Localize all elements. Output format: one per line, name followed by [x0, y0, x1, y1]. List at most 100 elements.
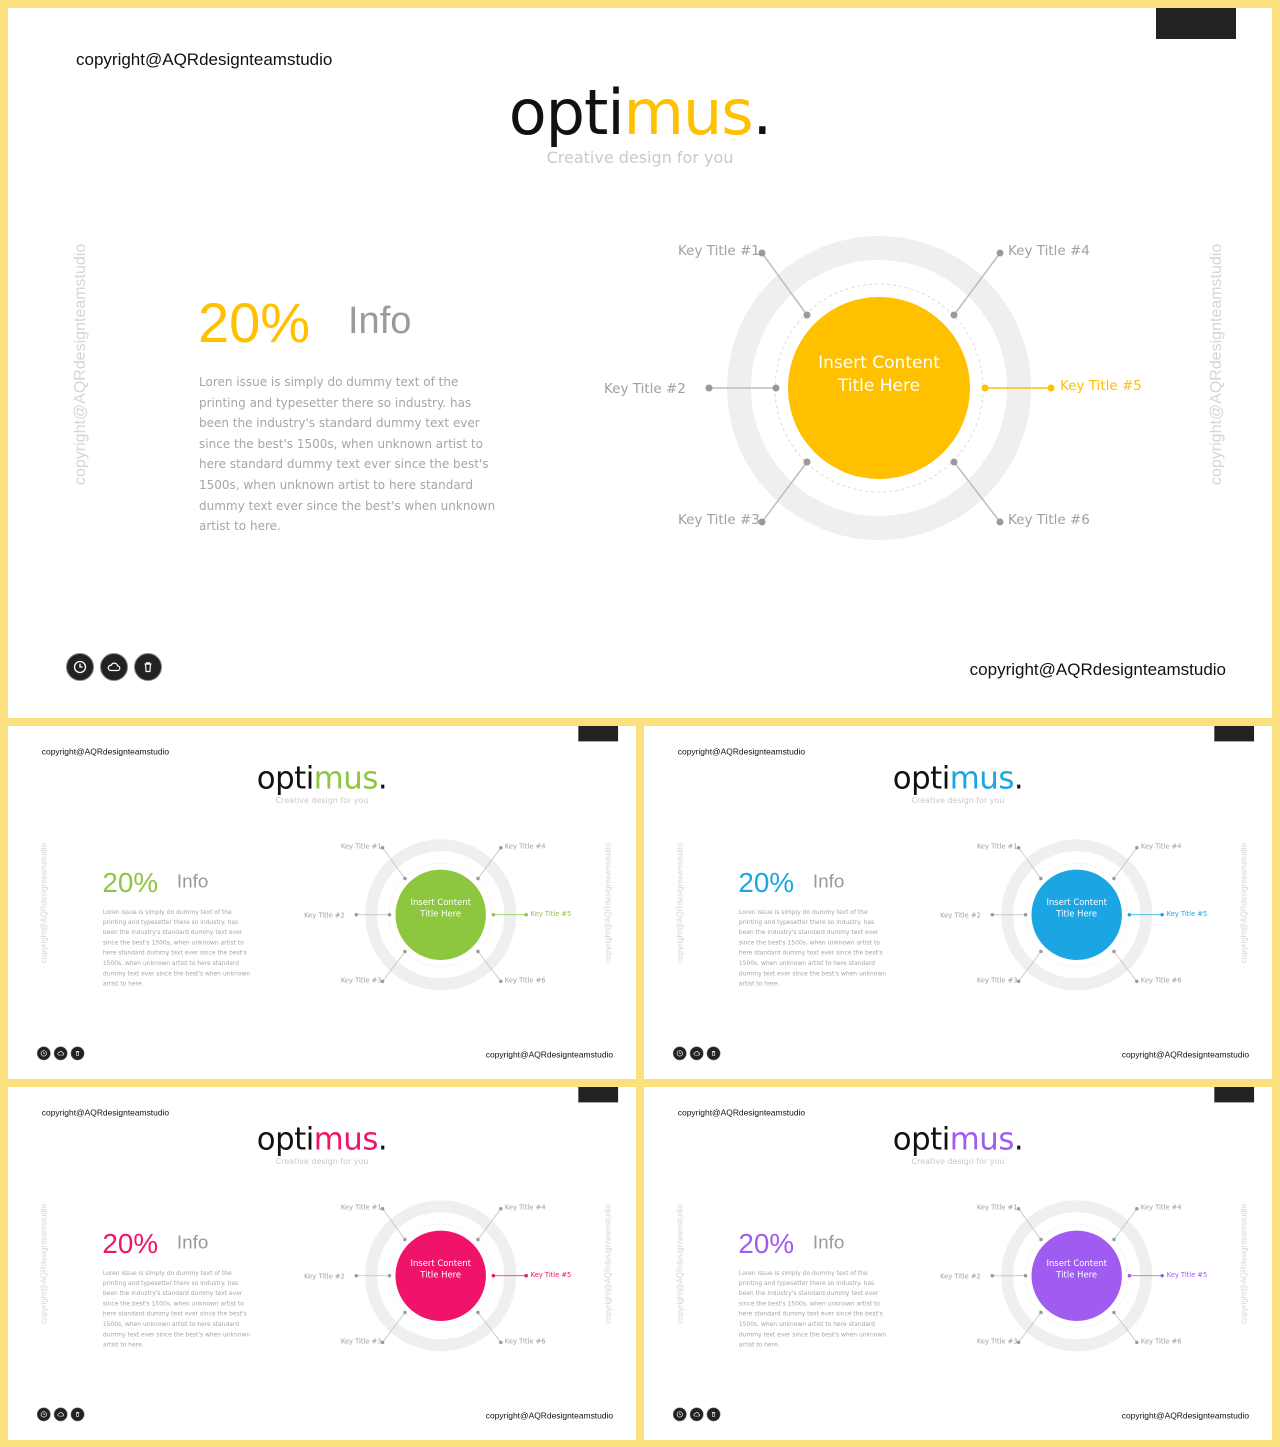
circle-diagram: Insert Content Title Here Key Title #1 K… [8, 1087, 636, 1440]
key-title-1: Key Title #1 [340, 842, 382, 851]
body-text: Loren issue is simply do dummy text of t… [738, 908, 887, 987]
logo: optimus. [892, 759, 1024, 797]
connector-dots [354, 1206, 503, 1345]
connector-lines [356, 1208, 502, 1343]
body-text: Loren issue is simply do dummy text of t… [199, 375, 496, 534]
key-title-6: Key Title #6 [1140, 1337, 1182, 1346]
black-tab [578, 726, 619, 742]
circle-title: Insert Content Title Here [410, 897, 471, 919]
tagline: Creative design for you [911, 795, 1005, 805]
connector-lines [992, 1208, 1138, 1343]
body-text: Loren issue is simply do dummy text of t… [102, 908, 251, 987]
key-title-1: Key Title #1 [976, 1203, 1018, 1212]
connector-dots [705, 249, 1004, 526]
cloud-icon[interactable] [53, 1407, 68, 1422]
tagline: Creative design for you [275, 795, 369, 805]
clock-icon[interactable] [36, 1046, 51, 1061]
key-title-6: Key Title #6 [504, 976, 546, 985]
connector-dot-5b [524, 913, 528, 917]
percent-value: 20% [102, 1227, 159, 1259]
connector-dot-5b [1160, 1274, 1164, 1278]
copyright-top: copyright@AQRdesignteamstudio [41, 1107, 170, 1118]
main-circle [788, 297, 970, 479]
cloud-icon[interactable] [689, 1407, 704, 1422]
icon-row [36, 1407, 85, 1422]
black-tab [578, 1087, 619, 1103]
connector-dot-5a [491, 1274, 496, 1278]
clock-icon[interactable] [66, 653, 94, 681]
key-title-2: Key Title #2 [604, 381, 686, 397]
connector-lines [356, 847, 502, 982]
copyright-top: copyright@AQRdesignteamstudio [41, 746, 170, 757]
percent-value: 20% [738, 866, 795, 898]
key-title-1: Key Title #1 [678, 243, 760, 259]
trash-icon[interactable] [70, 1046, 85, 1061]
tagline: Creative design for you [275, 1156, 369, 1166]
icon-row [672, 1407, 721, 1422]
circle-diagram: Insert Content Title Here Key Title #1 K… [8, 8, 1272, 718]
circle-title: Insert Content Title Here [1046, 1258, 1107, 1280]
trash-icon[interactable] [70, 1407, 85, 1422]
black-tab [1214, 1087, 1255, 1103]
copyright-bottom: copyright@AQRdesignteamstudio [485, 1410, 614, 1421]
slide-pink: copyright@AQRdesignteamstudio optimus. C… [8, 1087, 636, 1440]
key-title-5: Key Title #5 [1060, 378, 1142, 394]
black-tab [1214, 726, 1255, 742]
tagline: Creative design for you [911, 1156, 1005, 1166]
key-title-4: Key Title #4 [504, 842, 546, 851]
clock-icon[interactable] [672, 1046, 687, 1061]
copyright-top: copyright@AQRdesignteamstudio [677, 746, 806, 757]
trash-icon[interactable] [706, 1407, 721, 1422]
slide-green: copyright@AQRdesignteamstudio optimus. C… [8, 726, 636, 1079]
key-title-4: Key Title #4 [1008, 243, 1090, 259]
icon-row [66, 653, 162, 681]
circle-title: Insert Content Title Here [410, 1258, 471, 1280]
key-title-3: Key Title #3 [976, 1337, 1018, 1346]
main-circle [1031, 869, 1122, 960]
main-circle [395, 869, 486, 960]
clock-icon[interactable] [36, 1407, 51, 1422]
tagline: Creative design for you [546, 148, 734, 167]
circle-diagram: Insert Content Title Here Key Title #1 K… [8, 726, 636, 1079]
info-label: Info [812, 871, 845, 892]
key-title-6: Key Title #6 [504, 1337, 546, 1346]
key-title-2: Key Title #2 [304, 911, 345, 920]
copyright-bottom: copyright@AQRdesignteamstudio [485, 1049, 614, 1060]
key-title-3: Key Title #3 [678, 512, 760, 528]
connector-dots [990, 1206, 1139, 1345]
key-title-5: Key Title #5 [530, 1270, 572, 1279]
cloud-icon[interactable] [689, 1046, 704, 1061]
slide-cyan: copyright@AQRdesignteamstudio optimus. C… [644, 726, 1272, 1079]
icon-row [36, 1046, 85, 1061]
key-title-1: Key Title #1 [976, 842, 1018, 851]
circle-diagram: Insert Content Title Here Key Title #1 K… [644, 1087, 1272, 1440]
key-title-2: Key Title #2 [940, 1272, 981, 1281]
connector-dots [354, 845, 503, 984]
logo: optimus. [256, 1120, 388, 1158]
circle-title: Insert Content Title Here [1046, 897, 1107, 919]
connector-dot-5b [1160, 913, 1164, 917]
connector-lines [709, 252, 1001, 523]
info-label: Info [176, 1232, 209, 1253]
slide-yellow: copyright@AQRdesignteamstudio optimus. C… [8, 8, 1272, 718]
connector-lines [992, 847, 1138, 982]
key-title-6: Key Title #6 [1008, 512, 1090, 528]
connector-dot-5a [1127, 913, 1132, 917]
info-label: Info [176, 871, 209, 892]
trash-icon[interactable] [706, 1046, 721, 1061]
logo: optimus. [508, 76, 773, 149]
key-title-4: Key Title #4 [1140, 1203, 1182, 1212]
connector-dot-5a [491, 913, 496, 917]
cloud-icon[interactable] [53, 1046, 68, 1061]
key-title-5: Key Title #5 [1166, 1270, 1208, 1279]
logo: optimus. [256, 759, 388, 797]
percent-value: 20% [738, 1227, 795, 1259]
cloud-icon[interactable] [100, 653, 128, 681]
key-title-4: Key Title #4 [1140, 842, 1182, 851]
key-title-2: Key Title #2 [940, 911, 981, 920]
clock-icon[interactable] [672, 1407, 687, 1422]
circle-diagram: Insert Content Title Here Key Title #1 K… [644, 726, 1272, 1079]
logo: optimus. [892, 1120, 1024, 1158]
trash-icon[interactable] [134, 653, 162, 681]
percent-value: 20% [198, 291, 311, 354]
